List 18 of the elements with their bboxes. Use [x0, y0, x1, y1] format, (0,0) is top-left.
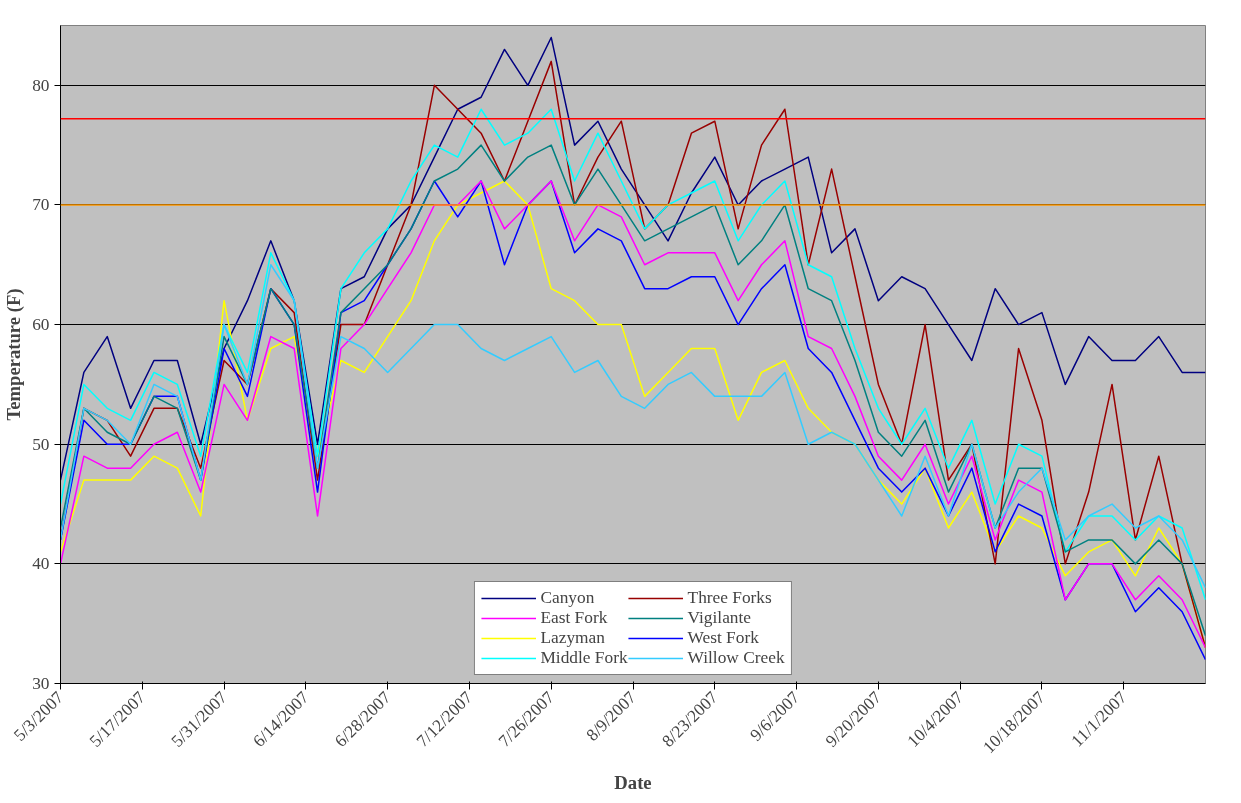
legend-label: West Fork	[687, 628, 759, 648]
y-tick-label: 30	[32, 674, 50, 693]
legend-label: Lazyman	[540, 628, 605, 648]
legend-label: East Fork	[540, 608, 608, 628]
legend-label: Middle Fork	[540, 648, 628, 668]
y-tick-label: 40	[32, 554, 50, 574]
x-axis-title: Date	[614, 771, 652, 793]
y-axis-title: Temperature (F)	[3, 288, 26, 421]
legend-label: Willow Creek	[687, 648, 785, 668]
line-series	[60, 264, 1206, 589]
legend-label: Three Forks	[687, 588, 772, 608]
y-tick-label: 70	[32, 195, 50, 215]
y-tick-label: 50	[32, 434, 50, 454]
y-tick-label: 80	[32, 75, 50, 95]
line-series	[60, 36, 1206, 481]
y-tick-label: 60	[32, 315, 50, 335]
legend-label: Canyon	[540, 588, 595, 608]
legend-label: Vigilante	[687, 608, 752, 628]
